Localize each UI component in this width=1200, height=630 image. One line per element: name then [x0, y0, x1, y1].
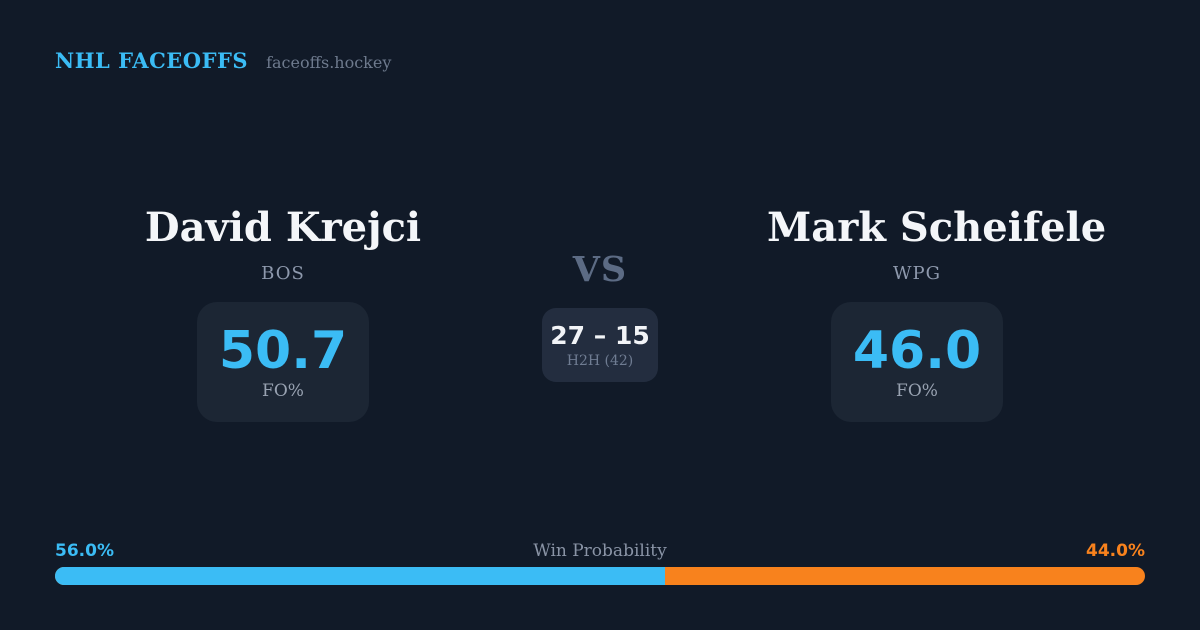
player-name-right: Mark Scheifele [767, 204, 1107, 251]
stat-value-right: 46.0 [852, 321, 982, 381]
win-probability-bar [55, 567, 1145, 585]
player-team-right: WPG [893, 263, 941, 284]
h2h-count-label: H2H (42) [566, 352, 634, 369]
stat-card-right: 46.0 FO% [831, 302, 1003, 422]
vs-label: VS [572, 249, 628, 290]
stat-value-left: 50.7 [218, 321, 348, 381]
player-column-left: David Krejci BOS 50.7 FO% [133, 205, 433, 422]
win-probability-title: Win Probability [533, 541, 667, 561]
win-probability-bar-left-fill [55, 567, 666, 585]
brand-title: NHL FACEOFFS [55, 48, 249, 73]
stat-label-left: FO% [262, 381, 304, 401]
center-column: VS 27 – 15 H2H (42) [520, 250, 680, 382]
h2h-score: 27 – 15 [550, 320, 650, 350]
player-name-left: David Krejci [144, 204, 422, 251]
win-probability-right-pct: 44.0% [1086, 541, 1145, 561]
win-probability-labels: 56.0% Win Probability 44.0% [55, 541, 1145, 561]
win-probability-left-pct: 56.0% [55, 541, 114, 561]
stat-card-left: 50.7 FO% [197, 302, 369, 422]
site-url: faceoffs.hockey [266, 53, 392, 72]
h2h-card: 27 – 15 H2H (42) [542, 308, 658, 382]
player-team-left: BOS [261, 263, 305, 284]
header: NHL FACEOFFS faceoffs.hockey [55, 48, 391, 73]
player-column-right: Mark Scheifele WPG 46.0 FO% [767, 204, 1107, 422]
stat-label-right: FO% [896, 381, 938, 401]
